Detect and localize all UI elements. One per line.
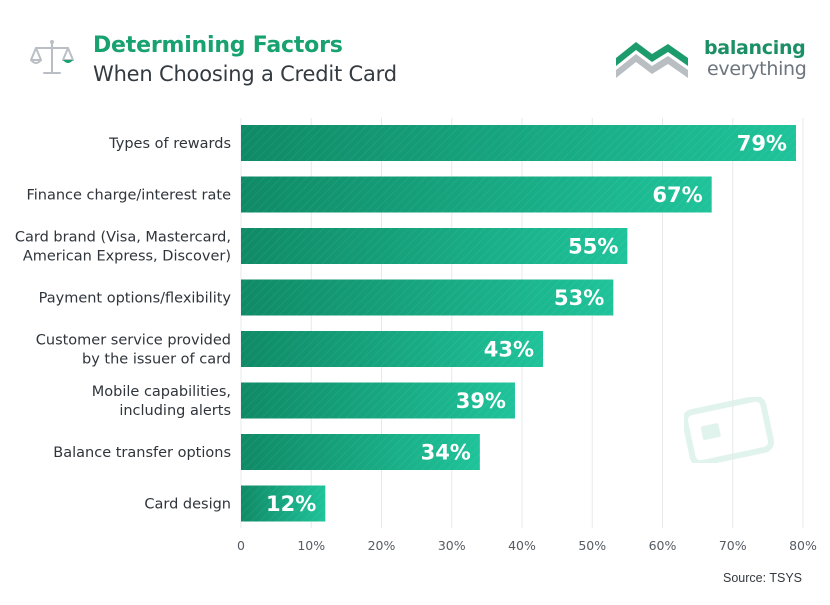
category-label: Card brand (Visa, Mastercard, (15, 230, 231, 246)
bar-value-label: 55% (568, 235, 618, 259)
bar-texture (241, 125, 796, 161)
bar-texture (241, 176, 712, 213)
scales-icon (30, 40, 74, 74)
category-label: Balance transfer options (53, 445, 231, 461)
x-tick-label: 40% (508, 538, 536, 553)
x-tick-label: 60% (649, 538, 677, 553)
balancing-everything-logo (616, 42, 688, 78)
bar-value-label: 43% (484, 338, 534, 362)
logo-text-everything: everything (707, 58, 807, 80)
bar-texture (241, 434, 480, 470)
category-label: Card design (144, 497, 231, 513)
bar-texture (241, 228, 628, 264)
bars: 79% 67% 55% 53% 43% 39% 34% 12% (241, 125, 796, 522)
chart-subtitle: When Choosing a Credit Card (93, 62, 397, 86)
category-label: including alerts (119, 403, 231, 419)
x-tick-label: 30% (438, 538, 466, 553)
x-tick-label: 20% (368, 538, 396, 553)
chart-title: Determining Factors (93, 33, 343, 58)
bar-value-label: 53% (554, 286, 604, 310)
category-label: Customer service provided (36, 333, 231, 349)
bar-value-label: 79% (737, 132, 787, 156)
category-label: Finance charge/interest rate (26, 188, 231, 204)
category-label: American Express, Discover) (23, 249, 231, 265)
bar-value-label: 12% (266, 492, 316, 516)
bar-texture (241, 331, 544, 367)
logo-text-balancing: balancing (704, 37, 806, 59)
bar-value-label: 67% (652, 183, 702, 207)
category-label: by the issuer of card (82, 352, 231, 368)
category-label: Payment options/flexibility (39, 291, 232, 307)
x-tick-label: 10% (297, 538, 325, 553)
x-axis-ticks: 0 10% 20% 30% 40% 50% 60% 70% 80% (237, 538, 817, 553)
bar-texture (241, 279, 614, 316)
x-tick-label: 80% (789, 538, 817, 553)
x-tick-label: 50% (578, 538, 606, 553)
source-note: Source: TSYS (723, 571, 802, 585)
credit-card-watermark-icon (684, 397, 774, 463)
x-tick-label: 0 (237, 538, 245, 553)
category-label: Types of rewards (108, 136, 231, 152)
category-labels: Types of rewards Finance charge/interest … (15, 136, 232, 513)
bar-value-label: 34% (421, 441, 471, 465)
x-tick-label: 70% (719, 538, 747, 553)
category-label: Mobile capabilities, (92, 384, 231, 400)
bar-texture (241, 485, 326, 522)
bar-texture (241, 382, 515, 419)
bar-value-label: 39% (456, 389, 506, 413)
